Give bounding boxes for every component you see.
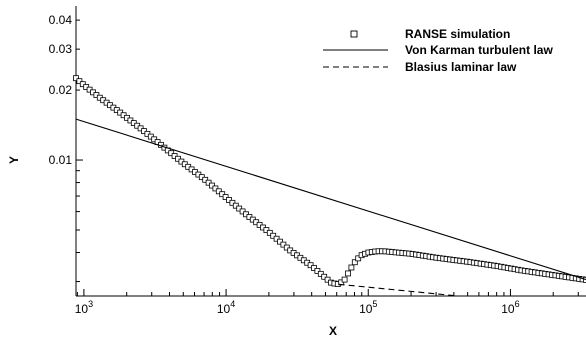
y-tick-label: 0.01 [49, 153, 73, 167]
legend-marker-ranse [350, 30, 358, 38]
blasius-line [338, 283, 459, 297]
legend-label: RANSE simulation [405, 27, 510, 41]
y-axis-ticks: 0.01 0.02 0.03 0.04 [49, 13, 83, 283]
x-tick-label: 106 [501, 299, 519, 316]
y-tick-label: 0.04 [49, 13, 73, 27]
y-tick-label: 0.03 [49, 42, 73, 56]
y-tick-label: 0.02 [49, 83, 73, 97]
ranse-marker [277, 238, 283, 245]
ranse-marker [583, 276, 586, 283]
ranse-marker [341, 276, 348, 283]
legend: RANSE simulation Von Karman turbulent law… [323, 27, 553, 74]
von-karman-line [75, 118, 586, 281]
x-tick-exponent: 6 [515, 299, 520, 309]
plot-frame [75, 6, 586, 297]
ranse-marker [351, 259, 358, 266]
ranse-marker [355, 255, 362, 262]
x-tick-exponent: 3 [88, 299, 93, 309]
ranse-marker [348, 264, 355, 271]
x-tick-mantissa: 10 [501, 302, 515, 316]
ranse-marker [324, 276, 331, 283]
ranse-marker [345, 270, 351, 277]
x-tick-mantissa: 10 [359, 302, 373, 316]
x-axis-label: X [329, 324, 337, 338]
ranse-marker [314, 268, 321, 274]
ranse-marker [280, 241, 287, 248]
ranse-marker [266, 229, 273, 236]
x-tick-mantissa: 10 [75, 302, 89, 316]
x-tick-exponent: 5 [372, 299, 377, 309]
legend-label: Von Karman turbulent law [405, 43, 553, 57]
ranse-marker [321, 273, 328, 280]
ranse-marker [311, 265, 317, 271]
ranse-marker [73, 75, 79, 82]
ranse-marker [273, 235, 280, 242]
ranse-markers [73, 75, 586, 288]
series-layer [73, 75, 586, 297]
legend-label: Blasius laminar law [405, 60, 517, 74]
x-tick-mantissa: 10 [217, 302, 231, 316]
x-tick-exponent: 4 [230, 299, 235, 309]
x-tick-label: 105 [359, 299, 377, 316]
ranse-marker [317, 270, 324, 277]
ranse-marker [270, 232, 277, 239]
ranse-marker [76, 78, 83, 85]
x-tick-label: 103 [75, 299, 93, 316]
x-tick-label: 104 [217, 299, 235, 316]
x-axis-ticks: 103 104 105 106 [75, 289, 579, 316]
y-axis-label: Y [7, 156, 21, 164]
